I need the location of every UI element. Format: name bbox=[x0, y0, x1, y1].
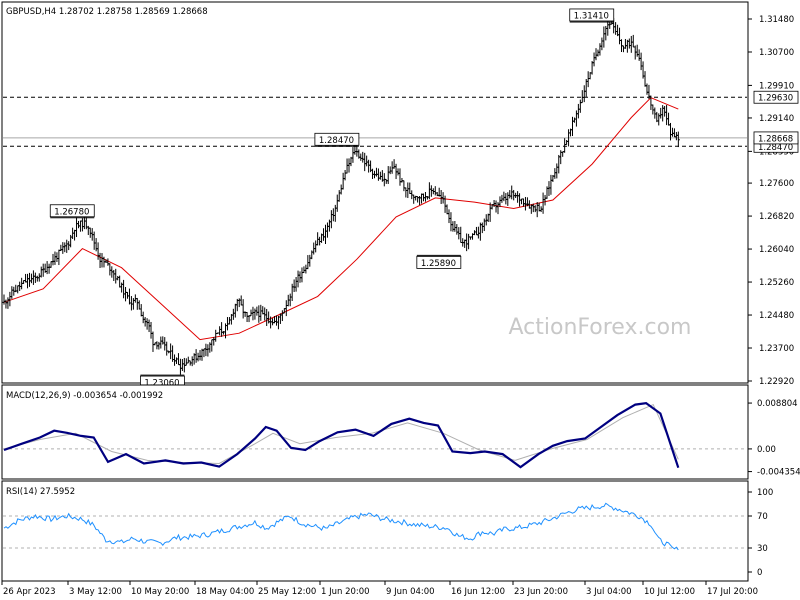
time-axis-label: 16 Jun 12:00 bbox=[451, 587, 505, 597]
macd-lines-layer bbox=[3, 401, 747, 469]
price-level-tag bbox=[753, 131, 799, 145]
swing-level-label: 1.23060 bbox=[144, 379, 179, 389]
swing-level-label: 1.26780 bbox=[54, 207, 89, 217]
moving-average-line bbox=[3, 97, 679, 341]
price-axis-label: 1.24480 bbox=[759, 311, 794, 321]
price-axis-label: 1.31480 bbox=[759, 15, 794, 25]
price-panel-frame bbox=[1, 1, 749, 384]
swing-level-label: 1.25890 bbox=[421, 259, 456, 269]
time-axis-label: 10 Jul 12:00 bbox=[644, 587, 695, 597]
watermark: ActionForex.com bbox=[509, 315, 692, 340]
swing-level-box bbox=[569, 8, 615, 22]
rsi-panel: RSI(14) 27.5952 bbox=[1, 480, 749, 582]
price-axis-label: 1.26820 bbox=[759, 212, 794, 222]
price-axis-label: 1.25260 bbox=[759, 278, 794, 288]
time-axis-label: 3 Jul 04:00 bbox=[586, 587, 632, 597]
time-axis: 26 Apr 2023 3 May 12:00 10 May 20:00 18 May… bbox=[1, 581, 758, 597]
time-axis-label: 26 Apr 2023 bbox=[3, 587, 56, 597]
time-axis-label: 10 May 20:00 bbox=[131, 587, 189, 597]
price-axis: 1.314801.307001.299101.291401.283501.276… bbox=[748, 15, 799, 387]
price-level-tag-label: 1.28668 bbox=[758, 134, 793, 144]
symbol-header: GBPUSD,H4 1.28702 1.28758 1.28569 1.2866… bbox=[6, 7, 208, 17]
macd-header: MACD(12,26,9) -0.003654 -0.001992 bbox=[6, 391, 163, 401]
rsi-axis-label: 0 bbox=[757, 568, 762, 578]
price-axis-label: 1.23700 bbox=[759, 344, 794, 354]
macd-axis-label: 0.008804 bbox=[757, 399, 798, 409]
moving-average-layer bbox=[3, 97, 679, 341]
rsi-axis-label: 30 bbox=[757, 544, 768, 554]
rsi-line-layer bbox=[3, 502, 747, 551]
swing-level-box bbox=[49, 204, 95, 218]
macd-main-line bbox=[3, 401, 680, 469]
price-axis-label: 1.29140 bbox=[759, 114, 794, 124]
macd-axis: 0.008804 0.00 -0.004354 bbox=[748, 399, 800, 478]
rsi-axis: 100 70 30 0 bbox=[748, 488, 773, 578]
price-axis-label: 1.27600 bbox=[759, 179, 794, 189]
swing-level-box bbox=[314, 132, 360, 146]
macd-panel: MACD(12,26,9) -0.003654 -0.001992 bbox=[1, 384, 749, 480]
price-panel: ActionForex.com 1.267801.230601.284701.2… bbox=[1, 1, 749, 389]
swing-level-box bbox=[416, 255, 462, 269]
rsi-line bbox=[3, 502, 679, 551]
macd-axis-label: 0.00 bbox=[757, 445, 776, 455]
time-axis-label: 9 Jun 04:00 bbox=[386, 587, 435, 597]
time-axis-label: 3 May 12:00 bbox=[69, 587, 122, 597]
time-axis-label: 18 May 04:00 bbox=[196, 587, 254, 597]
rsi-header: RSI(14) 27.5952 bbox=[6, 487, 75, 497]
candles-layer bbox=[2, 17, 680, 375]
time-axis-label: 23 Jun 20:00 bbox=[514, 587, 568, 597]
price-axis-label: 1.30700 bbox=[759, 48, 794, 58]
rsi-axis-label: 70 bbox=[757, 512, 768, 522]
rsi-axis-label: 100 bbox=[757, 488, 773, 498]
rsi-panel-frame bbox=[1, 480, 749, 582]
price-level-tag bbox=[753, 90, 799, 104]
swing-level-label: 1.28470 bbox=[319, 136, 354, 146]
price-axis-label: 1.26040 bbox=[759, 245, 794, 255]
macd-axis-label: -0.004354 bbox=[757, 468, 800, 478]
price-axis-label: 1.29910 bbox=[759, 81, 794, 91]
price-level-tag-label: 1.28470 bbox=[758, 143, 793, 153]
swing-level-label: 1.31410 bbox=[574, 11, 609, 21]
time-axis-label: 17 Jul 20:00 bbox=[707, 587, 758, 597]
price-axis-label: 1.22920 bbox=[759, 377, 794, 387]
price-level-lines bbox=[3, 96, 747, 147]
price-level-tag-label: 1.29630 bbox=[758, 94, 793, 104]
time-axis-label: 25 May 12:00 bbox=[258, 587, 316, 597]
price-level-callouts: 1.26780 1.23060 1.28470 1.25890 1.31410 bbox=[49, 8, 615, 389]
time-axis-label: 1 Jun 20:00 bbox=[321, 587, 370, 597]
